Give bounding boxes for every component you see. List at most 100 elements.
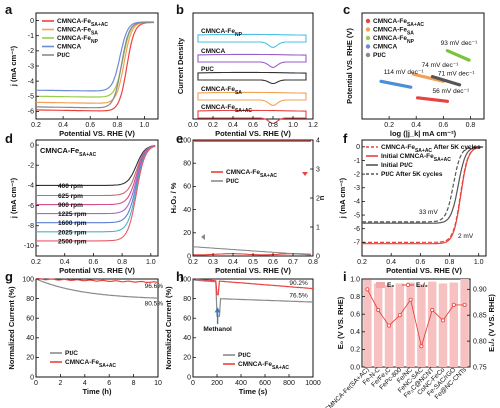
- cv-curve-label: CMNCA-FeNP: [201, 28, 243, 38]
- shift-annotation: 2 mV: [458, 233, 474, 240]
- x-tick-label: 0.6: [89, 259, 99, 266]
- x-tick-label: 1.0: [474, 259, 484, 266]
- chrono-curve: [192, 279, 313, 317]
- e0-bar: [406, 282, 415, 367]
- y-tick-label: 2: [316, 195, 320, 202]
- legend-marker: [365, 18, 371, 24]
- y-axis-label: E₁/₂ (V VS. RHE): [487, 294, 496, 352]
- legend-marker: [365, 35, 371, 41]
- y-tick-label: 0.90: [473, 287, 487, 294]
- y-tick-label: -6: [28, 203, 34, 210]
- rpm-label: 1600 rpm: [58, 220, 87, 227]
- y-tick-label: -3: [28, 63, 34, 70]
- y-tick-label: 100: [179, 137, 191, 144]
- panel-letter: d: [5, 131, 13, 146]
- x-tick-label: 0.6: [268, 259, 278, 266]
- y-tick-label: -2: [28, 48, 34, 55]
- x-tick-label: 10: [154, 380, 162, 387]
- y-tick-label: -4: [354, 199, 360, 206]
- rpm-label: 400 rpm: [58, 183, 83, 190]
- panel-letter: b: [176, 2, 184, 17]
- y-tick-label: -2: [28, 163, 34, 170]
- y-axis-label: E₀ (V VS. RHE): [336, 296, 345, 349]
- x-tick-label: 0.8: [445, 259, 455, 266]
- x-tick-label: 0.5: [248, 259, 258, 266]
- rde-curve: [36, 145, 156, 233]
- y-tick-label: -4: [28, 183, 34, 190]
- e12-line: [367, 289, 465, 349]
- e12-marker: [419, 344, 424, 349]
- lsv-curve: [362, 146, 484, 224]
- x-tick-label: 0: [191, 380, 195, 387]
- panel-letter: g: [5, 269, 13, 284]
- plot-frame: [35, 278, 159, 378]
- x-tick-label: 0.4: [58, 122, 68, 129]
- y-tick-label: 0: [187, 253, 191, 260]
- legend-entry: CMNCA-FeSA+AC: [238, 361, 289, 371]
- cv-loop: [197, 91, 307, 106]
- legend-entry: Pt/C: [373, 52, 386, 59]
- panel-e: 0.2 0.3 0.4 0.5 0.6 0.7 0.802040608010001234Po…: [169, 131, 326, 275]
- cv-loop: [197, 71, 307, 85]
- legend-swatch: [376, 282, 385, 288]
- y-tick-label: 0: [316, 253, 320, 260]
- y-tick-label: -5: [354, 212, 360, 219]
- y-tick-label: 60: [26, 316, 34, 323]
- y-tick-label: -4: [28, 78, 34, 85]
- rde-curve: [36, 145, 156, 242]
- legend-entry: CMNCA-FeSA: [373, 27, 414, 37]
- tafel-slope-label: 114 mV dec⁻¹: [384, 69, 425, 76]
- legend-entry: CMNCA-FeSA: [57, 27, 98, 37]
- retention-label: 96.6%: [145, 283, 164, 290]
- e12-marker: [376, 308, 381, 313]
- chrono-curve: [192, 278, 314, 296]
- panel-letter: i: [343, 269, 347, 284]
- panel-d: 400 rpm 625 rpm 900 rpm 1225 rpm 1600 rpm 202…: [5, 131, 159, 275]
- y-tick-label: -2: [354, 171, 360, 178]
- y-tick-label: 100: [179, 276, 191, 283]
- rde-curve: [36, 145, 156, 186]
- rpm-label: 1225 rpm: [58, 211, 87, 218]
- x-tick-label: 0.8: [112, 122, 122, 129]
- y-tick-label: -1: [28, 33, 34, 40]
- legend-marker: [365, 27, 371, 32]
- rde-curve: [36, 145, 156, 197]
- e12-marker: [440, 318, 445, 323]
- y-tick-label: 40: [183, 335, 191, 342]
- x-tick-label: 0.8: [466, 122, 476, 129]
- x-tick-label: 0.2: [188, 259, 198, 266]
- y-tick-label: 0.80: [473, 338, 487, 345]
- x-axis-label: Potential VS. RHE (V): [59, 266, 135, 275]
- y-tick-label: 40: [183, 207, 191, 214]
- e12-marker: [408, 297, 413, 302]
- legend-entry: Initial Pt/C: [381, 162, 413, 169]
- legend-marker: [405, 282, 410, 287]
- x-tick-label: 4: [83, 380, 87, 387]
- x-axis-label: log (|j_k| mA cm⁻²): [390, 129, 457, 138]
- legend-entry: CMNCA-FeSA+AC: [373, 18, 424, 28]
- h2o2-curve: [192, 246, 311, 256]
- y-axis-label: Potential VS. RHE (V): [345, 28, 354, 104]
- legend-entry: CMNCA-FeSA+AC: [57, 18, 108, 28]
- y-axis-label: j (mA cm⁻²): [338, 177, 347, 219]
- y-axis-label: Current Density: [176, 37, 185, 94]
- y-tick-label: -10: [24, 243, 34, 250]
- e0-bar: [438, 283, 448, 367]
- plot-frame: [35, 139, 159, 257]
- x-tick-label: 0.8: [308, 259, 318, 266]
- y-axis-label: Normalized Current (%): [7, 286, 16, 370]
- tafel-slope-label: 74 mV dec⁻¹: [422, 62, 460, 69]
- legend-entry: CMNCA-FeSA+AC: [226, 169, 277, 179]
- cv-loop: [197, 33, 307, 48]
- y-tick-label: 1: [316, 224, 320, 231]
- panel-i: 0.0 0.2 0.4 0.6 0.8 1.0 0.75 0.80 0.85 0.90 CMNCA-…: [324, 269, 496, 408]
- x-tick-label: 8: [132, 380, 136, 387]
- x-axis-label: Potential VS. RHE (V): [386, 266, 462, 275]
- tafel-line: [430, 74, 462, 87]
- shift-annotation: 33 mV: [419, 209, 438, 216]
- x-tick-label: 1000: [305, 380, 321, 387]
- y-tick-label: 0.8: [350, 294, 360, 301]
- y-tick-label: 20: [183, 230, 191, 237]
- x-tick-label: 0: [34, 380, 38, 387]
